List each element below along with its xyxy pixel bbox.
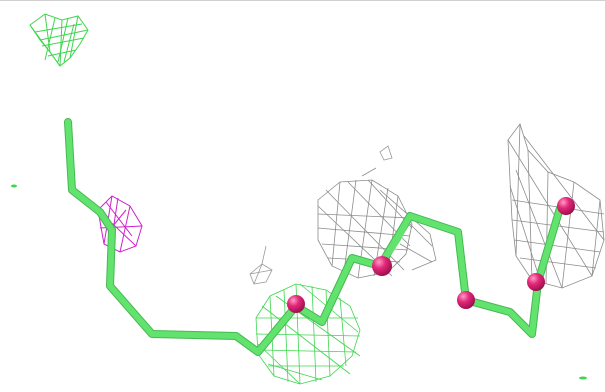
density-mesh-gray-right [507,123,605,289]
backbone-main [65,119,563,355]
green-specks [11,184,587,380]
atom-sphere [457,291,475,309]
viewport-top-border [0,0,605,1]
atom-sphere [527,273,545,291]
density-mesh-gray-center [317,167,437,279]
atom-spheres [287,197,575,313]
atom-sphere [372,256,392,276]
density-mesh-green-top-left [29,13,89,67]
backbone-stick [64,118,564,356]
atom-sphere [557,197,575,215]
density-mesh-green-bottom [255,283,361,385]
density-mesh-gray-small [249,145,393,285]
atom-sphere [287,295,305,313]
